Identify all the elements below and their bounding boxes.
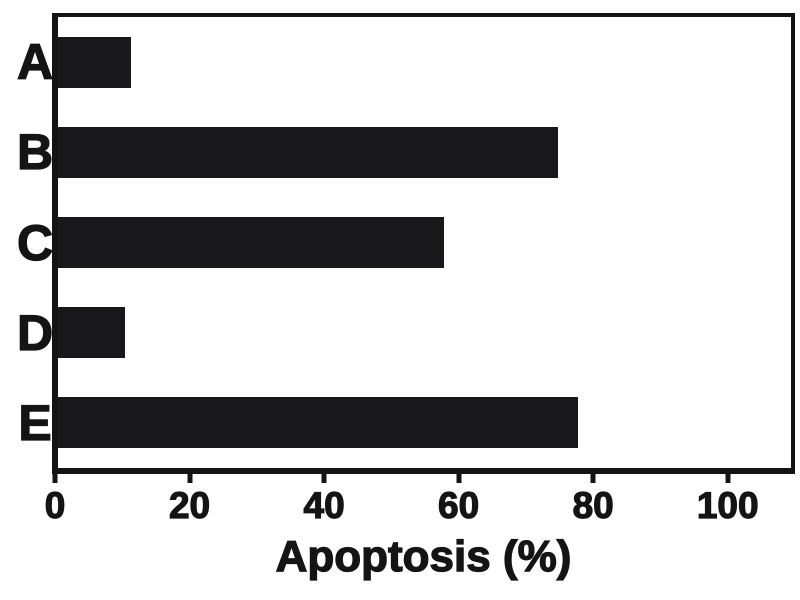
bar-D (58, 307, 125, 359)
category-label-A: A (16, 34, 54, 91)
x-tick-60 (456, 474, 462, 483)
category-label-D: D (16, 304, 54, 361)
x-axis-ticks (52, 474, 795, 486)
bar-A (58, 36, 132, 88)
bar-E (58, 397, 578, 449)
x-tick-80 (590, 474, 596, 483)
bar-B (58, 126, 558, 178)
x-tick-40 (321, 474, 327, 483)
x-tick-label-20: 20 (168, 485, 211, 526)
x-tick-100 (725, 474, 731, 483)
x-tick-label-0: 0 (44, 485, 66, 526)
bars-layer (58, 17, 791, 468)
x-tick-0 (52, 474, 58, 483)
x-axis-tick-labels: 0 20 40 60 80 100 (44, 485, 795, 531)
category-label-C: C (16, 214, 54, 271)
category-label-B: B (16, 124, 54, 181)
x-tick-label-60: 60 (437, 485, 480, 526)
plot-area (52, 13, 795, 474)
x-tick-label-100: 100 (696, 485, 759, 526)
x-tick-label-40: 40 (303, 485, 345, 526)
x-tick-label-80: 80 (572, 485, 614, 526)
x-tick-20 (187, 474, 193, 483)
bar-C (58, 217, 445, 268)
category-label-E: E (18, 394, 53, 451)
x-axis-title: Apoptosis (%) (275, 532, 572, 581)
